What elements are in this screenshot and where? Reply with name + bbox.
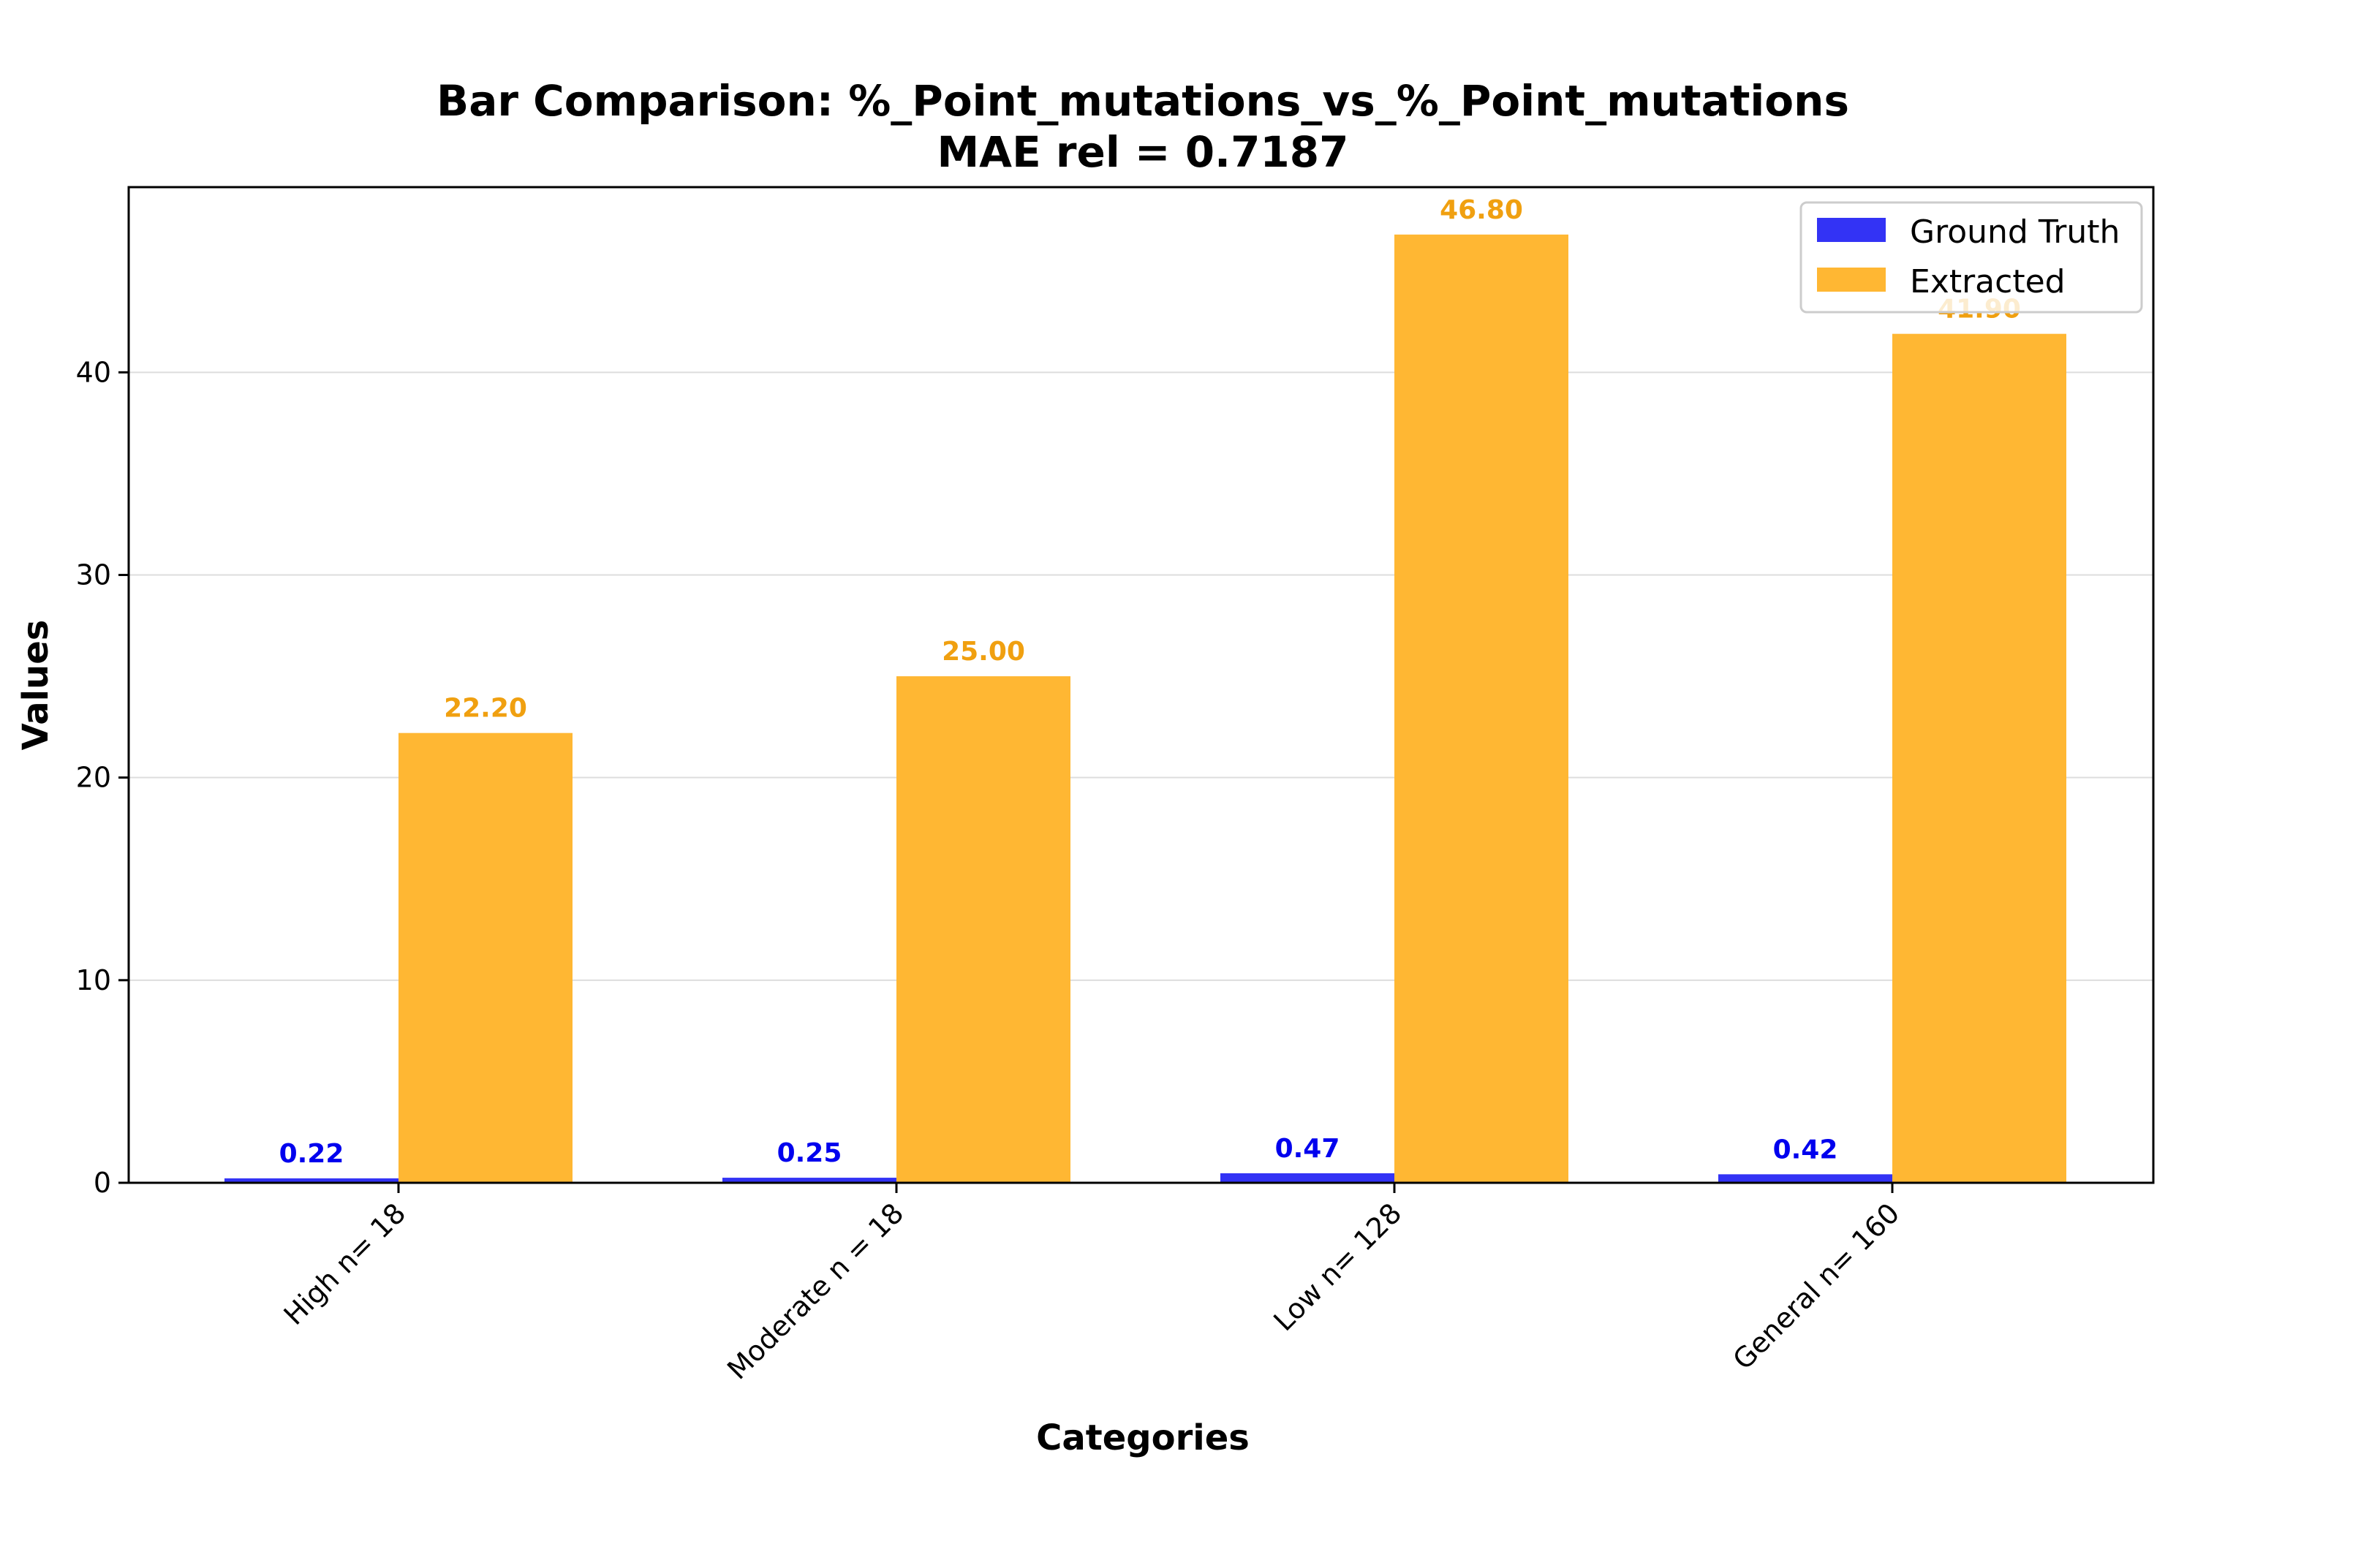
bars [224,234,2066,1184]
x-tick-label: Low n= 128 [1267,1197,1408,1337]
x-tick-label: Moderate n = 18 [721,1197,910,1385]
y-axis-label: Values [15,620,56,751]
value-label: 0.42 [1773,1135,1838,1165]
y-tick-label: 0 [94,1167,111,1199]
y-tick-label: 20 [76,762,111,794]
x-axis-label: Categories [1036,1417,1250,1458]
value-label: 46.80 [1440,195,1523,225]
bar-extracted [896,676,1070,1183]
legend-label-extracted: Extracted [1910,263,2066,300]
value-label: 22.20 [444,694,527,724]
x-tick-label: High n= 18 [278,1197,412,1331]
legend: Ground Truth Extracted [1799,201,2143,314]
legend-swatch-extracted [1817,268,1886,292]
bar-extracted [1394,234,1568,1183]
y-tick-label: 40 [76,356,111,388]
x-tick-label: General n= 160 [1726,1197,1905,1376]
x-axis-ticks: High n= 18 Moderate n = 18 Low n= 128 Gener… [278,1183,1905,1386]
bar-ground-truth [1220,1173,1394,1183]
y-tick-label: 10 [76,964,111,996]
chart-title: Bar Comparison: %_Point_mutations_vs_%_P… [437,76,1849,126]
y-axis-ticks: 0 10 20 30 40 [76,356,129,1199]
plot-frame [127,186,2155,1184]
value-label: 0.25 [777,1138,842,1168]
bar-extracted [1892,333,2066,1184]
bar-extracted [398,732,573,1183]
legend-frame [1799,201,2143,314]
bar-ground-truth [1718,1174,1892,1183]
value-label: 25.00 [942,637,1025,667]
legend-label-ground-truth: Ground Truth [1910,213,2120,251]
chart-subtitle: MAE rel = 0.7187 [937,127,1348,177]
legend-swatch-ground-truth [1817,218,1886,242]
value-label: 0.22 [279,1139,344,1169]
bar-ground-truth [224,1178,398,1183]
bar-ground-truth [722,1178,896,1183]
value-label: 0.47 [1275,1134,1340,1164]
y-tick-label: 30 [76,559,111,591]
